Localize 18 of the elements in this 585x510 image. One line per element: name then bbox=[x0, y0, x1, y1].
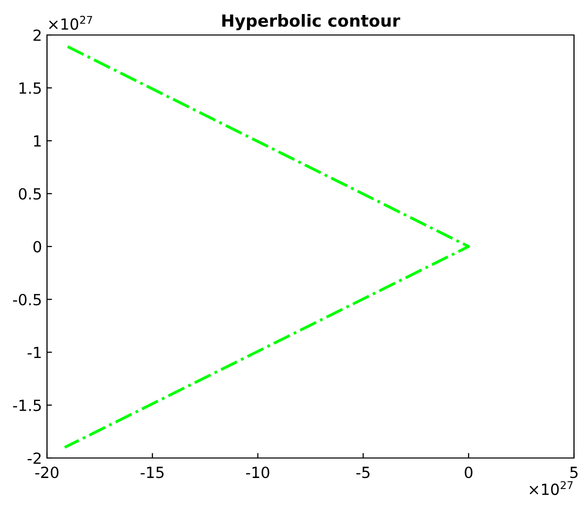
x-tick-label: -10 bbox=[246, 466, 270, 478]
y-tick-label: -1 bbox=[28, 346, 41, 358]
chart-title: Hyperbolic contour bbox=[222, 14, 400, 30]
y-tick-label: 1 bbox=[34, 135, 41, 147]
y-tick-label: 2 bbox=[34, 29, 41, 41]
x-tick-label: -20 bbox=[35, 466, 58, 478]
y-tick-label: -1.5 bbox=[13, 400, 41, 412]
y-tick-label: 0 bbox=[33, 240, 42, 253]
y-tick-label: -0.5 bbox=[13, 294, 41, 306]
y-tick-label: -2 bbox=[28, 452, 41, 464]
text: ×10$^{27}$ bbox=[530, 481, 573, 496]
x-tick-label: 0 bbox=[464, 466, 472, 478]
y-tick-label: 0.5 bbox=[18, 188, 41, 200]
text: ×10$^{27}$ bbox=[49, 16, 92, 30]
y-tick-label: 1.5 bbox=[20, 82, 41, 94]
x-tick-label: -15 bbox=[140, 466, 164, 478]
x-tick-label: -5 bbox=[356, 466, 370, 478]
x-tick-label: 5 bbox=[570, 466, 578, 478]
